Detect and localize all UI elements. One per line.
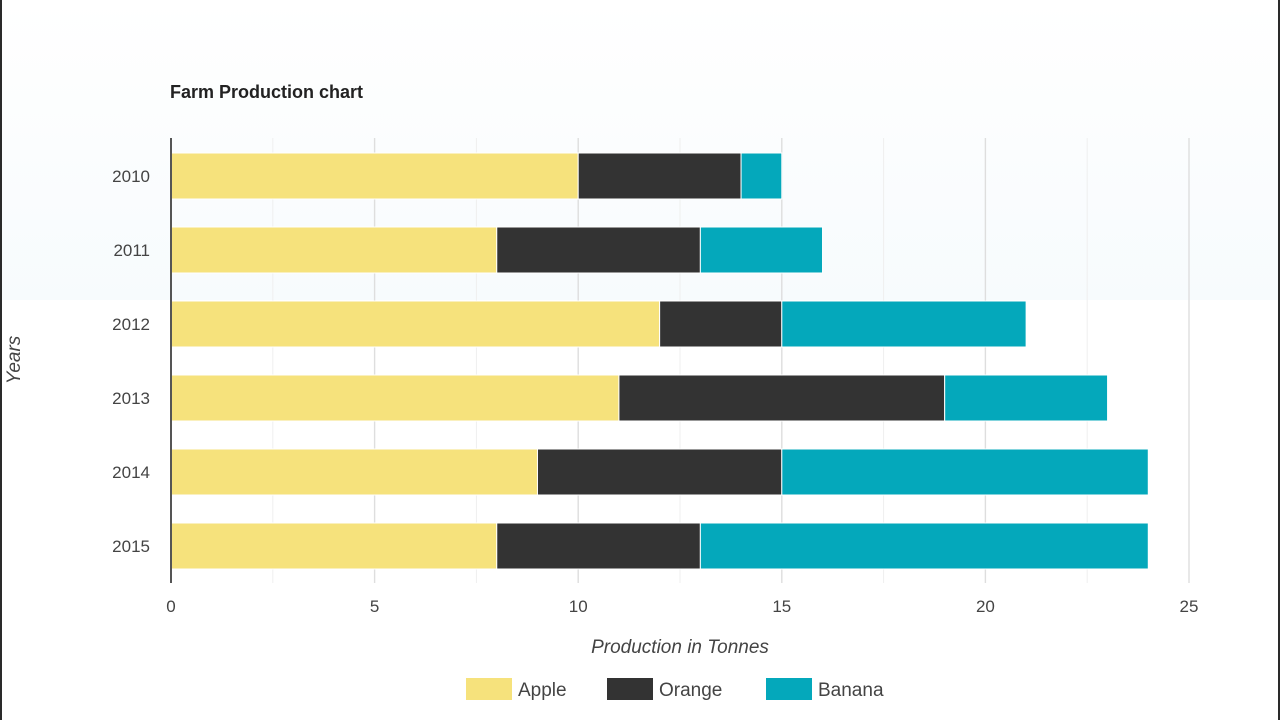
bar-banana-2011: [699, 226, 824, 274]
x-tick-label-20: 20: [976, 597, 995, 616]
x-tick-label-0: 0: [166, 597, 175, 616]
bar-apple-2011: [170, 226, 498, 274]
x-tick-label-5: 5: [370, 597, 379, 616]
y-tick-label-2010: 2010: [112, 167, 150, 186]
bar-banana-2010: [740, 152, 783, 200]
axes: 0 5 10 15 20 25: [166, 138, 1198, 616]
y-tick-label-2014: 2014: [112, 463, 150, 482]
bar-banana-2012: [781, 300, 1027, 348]
bar-apple-2012: [170, 300, 661, 348]
x-tick-label-10: 10: [569, 597, 588, 616]
legend: Apple Orange Banana: [466, 678, 884, 701]
bar-apple-2013: [170, 374, 620, 422]
bar-orange-2013: [618, 374, 946, 422]
bar-apple-2010: [170, 152, 579, 200]
legend-swatch-apple: [466, 678, 512, 700]
bar-orange-2014: [536, 448, 783, 496]
bar-apple-2014: [170, 448, 538, 496]
bars: 2010 2011 2012 2013 2014 2015: [112, 152, 1149, 570]
bar-banana-2014: [781, 448, 1149, 496]
bar-orange-2010: [577, 152, 742, 200]
y-tick-label-2015: 2015: [112, 537, 150, 556]
window-edge-left: [0, 0, 2, 720]
bar-orange-2012: [659, 300, 783, 348]
legend-label-orange: Orange: [659, 680, 722, 701]
window-edge-right: [1278, 0, 1280, 720]
y-tick-label-2013: 2013: [112, 389, 150, 408]
bar-banana-2015: [699, 522, 1149, 570]
bar-orange-2015: [496, 522, 701, 570]
grid-lines: [272, 138, 1190, 583]
legend-swatch-orange: [607, 678, 653, 700]
x-tick-label-15: 15: [772, 597, 791, 616]
y-axis-title: Years: [4, 335, 25, 384]
bar-apple-2015: [170, 522, 498, 570]
y-tick-label-2011: 2011: [113, 241, 150, 260]
legend-label-banana: Banana: [818, 680, 884, 701]
x-axis-title: Production in Tonnes: [591, 637, 769, 658]
y-tick-label-2012: 2012: [112, 315, 150, 334]
chart-title: Farm Production chart: [170, 82, 363, 102]
x-tick-label-25: 25: [1180, 597, 1199, 616]
bar-orange-2011: [496, 226, 701, 274]
legend-label-apple: Apple: [518, 680, 567, 701]
legend-swatch-banana: [766, 678, 812, 700]
bar-banana-2013: [944, 374, 1109, 422]
